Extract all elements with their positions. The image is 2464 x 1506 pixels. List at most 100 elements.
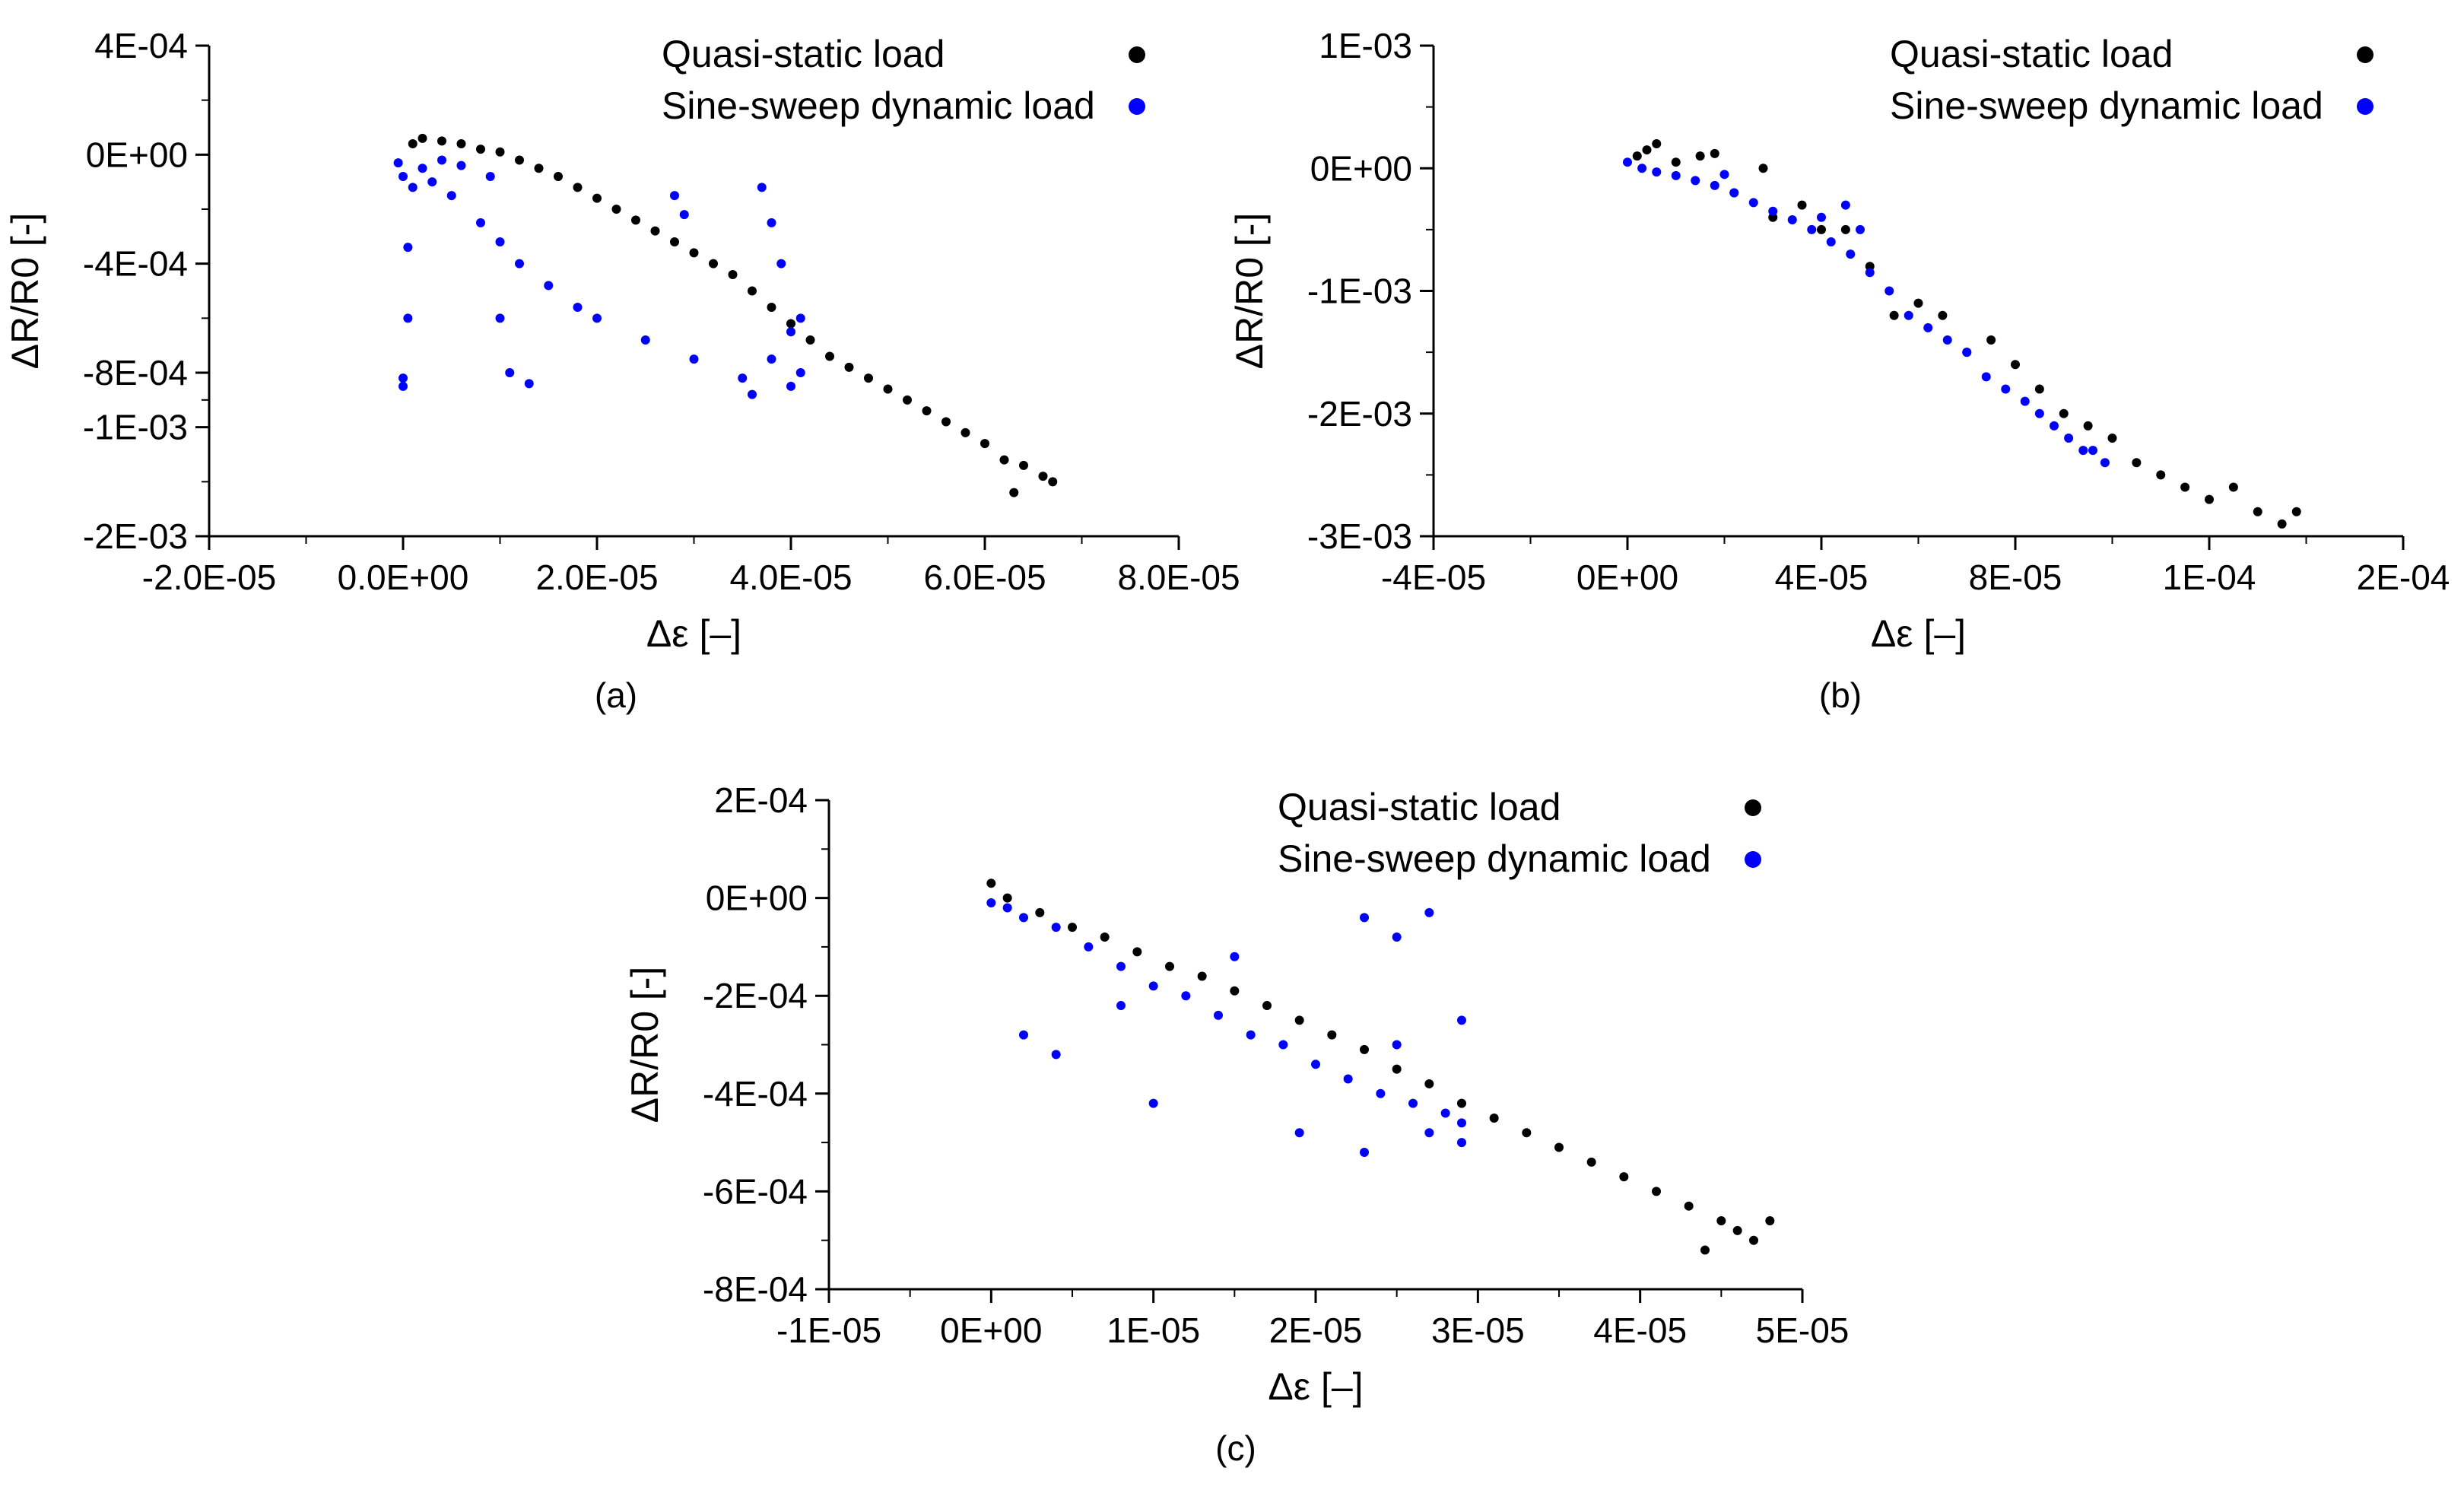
sine-sweep-point [1246,1030,1256,1040]
sine-sweep-point [1148,981,1158,991]
quasi-static-point [1986,335,1996,345]
quasi-static-point [1068,923,1077,933]
y-tick-label: -4E-04 [703,1074,808,1114]
sine-sweep-point [776,259,786,268]
quasi-static-point [650,226,660,236]
quasi-static-point [1035,907,1045,917]
quasi-static-point [941,417,951,427]
legend-marker [2357,46,2374,63]
quasi-static-point [767,303,776,312]
y-axis-title: ΔR/R0 [-] [1228,213,1271,370]
y-tick-label: -3E-03 [1307,516,1412,556]
sine-sweep-point [592,313,602,323]
sine-sweep-point [1376,1088,1386,1098]
quasi-static-point [883,384,893,394]
quasi-static-point [709,259,718,268]
quasi-static-point [418,133,427,143]
y-tick-label: -8E-04 [703,1269,808,1309]
legend-marker [1129,46,1145,63]
quasi-static-point [534,164,544,173]
quasi-static-point [573,183,583,192]
quasi-static-point [825,351,834,361]
quasi-static-point [592,193,602,203]
sine-sweep-point [1084,942,1094,952]
y-tick-label: 2E-04 [714,780,808,820]
quasi-static-point [1489,1113,1499,1123]
sine-sweep-point [485,172,495,181]
sine-sweep-point [1002,903,1012,913]
y-axis-title: ΔR/R0 [-] [4,213,46,370]
sine-sweep-point [1294,1128,1304,1138]
sine-sweep-point [398,373,408,383]
sine-sweep-point [437,155,446,165]
sine-sweep-point [1904,310,1913,320]
quasi-static-point [1392,1064,1402,1074]
legend-label: Quasi-static load [1278,786,1561,828]
quasi-static-point [456,139,466,148]
x-tick-label: 2E-05 [1269,1311,1363,1350]
x-tick-label: 8.0E-05 [1117,558,1240,597]
sine-sweep-point [795,313,805,323]
sine-sweep-point [1710,180,1719,190]
sine-sweep-point [2034,408,2044,418]
quasi-static-point [1710,148,1719,158]
panel-caption: (c) [1215,1428,1256,1468]
chart-panel-a: -2.0E-05 0.0E+00 2.0E-05 4.0E-05 6.0E-05 8.0E… [4,26,1240,715]
quasi-static-point [1197,971,1207,981]
y-tick-label: 0E+00 [706,878,808,918]
sine-sweep-point [1440,1108,1450,1118]
sine-sweep-point [1691,176,1700,186]
sine-sweep-point [476,218,485,227]
quasi-static-point [1019,460,1028,470]
y-tick-label: -2E-03 [83,516,188,556]
quasi-static-point [1684,1201,1694,1211]
sine-sweep-point [446,191,456,201]
sine-sweep-point [403,313,413,323]
sine-sweep-point [1457,1118,1466,1128]
quasi-static-point [805,335,815,345]
sine-sweep-point [1230,952,1240,961]
quasi-static-point [1360,1044,1369,1054]
quasi-static-point [631,215,640,225]
quasi-static-point [786,319,795,329]
sine-sweep-point [1807,224,1817,234]
sine-sweep-point [573,303,583,312]
quasi-static-point [999,455,1009,465]
quasi-static-point [1765,1215,1775,1225]
quasi-static-point [515,155,524,165]
sine-sweep-point [2100,458,2110,468]
x-tick-label: 4E-05 [1775,558,1869,597]
quasi-static-point [670,237,679,246]
sine-sweep-point [1865,268,1875,278]
quasi-static-point [495,147,505,157]
quasi-static-point [1554,1142,1564,1152]
quasi-static-point [476,145,485,154]
sine-sweep-point [408,183,418,192]
sine-sweep-point [1019,913,1028,923]
quasi-static-point [1619,1172,1629,1182]
quasi-static-point [1002,893,1012,903]
sine-sweep-point [767,218,776,227]
y-tick-label: -2E-04 [703,976,808,1015]
sine-sweep-point [757,183,767,192]
sine-sweep-point [1278,1040,1288,1050]
quasi-static-point [1632,151,1642,161]
quasi-static-point [864,373,873,383]
legend-label: Quasi-static load [662,33,945,75]
quasi-static-point [408,139,418,148]
x-tick-label: -4E-05 [1381,558,1486,597]
sine-sweep-point [1424,1128,1434,1138]
sine-sweep-point [393,158,403,168]
quasi-static-point [1889,310,1899,320]
y-tick-label: -8E-04 [83,353,188,392]
quasi-static-point [1758,164,1768,173]
quasi-static-point [2291,507,2301,516]
legend-label: Sine-sweep dynamic load [662,84,1095,127]
quasi-static-point [922,406,932,416]
quasi-static-point [1165,961,1174,971]
sine-sweep-point [1962,348,1972,357]
quasi-static-point [1522,1128,1532,1138]
quasi-static-point [728,270,738,279]
quasi-static-point [2253,507,2262,516]
x-tick-label: -2.0E-05 [142,558,276,597]
